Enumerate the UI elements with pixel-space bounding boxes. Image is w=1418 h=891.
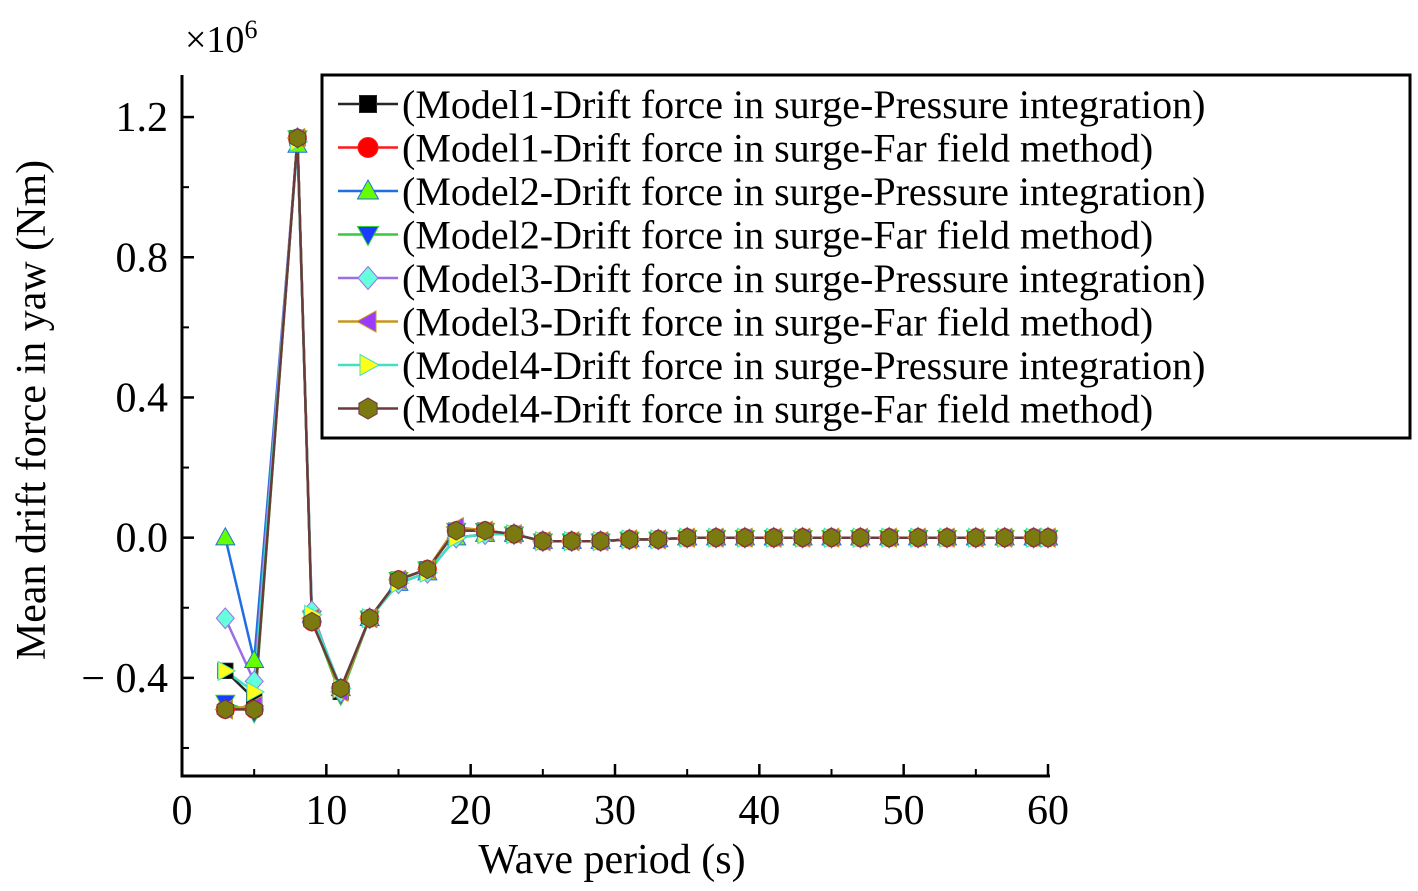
legend-marker-1 xyxy=(359,95,377,113)
y-tick-label: 0.0 xyxy=(116,516,169,562)
legend-label-2: (Model1-Drift force in surge-Far field m… xyxy=(402,126,1153,171)
x-tick-label: 30 xyxy=(594,788,636,834)
data-point-series-8 xyxy=(793,527,812,548)
legend-label-1: (Model1-Drift force in surge-Pressure in… xyxy=(402,82,1205,127)
data-point-series-5 xyxy=(215,607,235,630)
series-markers xyxy=(214,126,1059,724)
legend: (Model1-Drift force in surge-Pressure in… xyxy=(320,73,1412,440)
data-point-series-7 xyxy=(246,681,266,703)
legend-label-3: (Model2-Drift force in surge-Pressure in… xyxy=(402,169,1205,214)
ticks: 0 10 20 30 40 50 60 − 0.4 0.0 0.4 0.8 1.2 xyxy=(81,95,1069,834)
data-point-series-8 xyxy=(534,531,552,552)
data-point-series-8 xyxy=(822,527,841,548)
legend-box xyxy=(320,73,1412,440)
x-tick-label: 50 xyxy=(883,788,925,834)
data-point-series-8 xyxy=(707,527,725,548)
legend-label-8: (Model4-Drift force in surge-Far field m… xyxy=(402,387,1153,432)
x-tick-label: 40 xyxy=(738,788,780,834)
legend-label-5: (Model3-Drift force in surge-Pressure in… xyxy=(402,256,1205,301)
data-point-series-8 xyxy=(678,527,696,548)
y-tick-label: 0.4 xyxy=(116,375,169,421)
x-tick-label: 20 xyxy=(450,788,492,834)
data-point-series-8 xyxy=(389,569,408,590)
legend-marker-8 xyxy=(358,397,378,420)
data-point-series-8 xyxy=(505,524,523,545)
data-point-series-8 xyxy=(332,678,350,699)
x-axis-label: Wave period (s) xyxy=(478,837,745,883)
data-point-series-8 xyxy=(288,128,307,149)
y-tick-label: 1.2 xyxy=(116,95,169,141)
data-point-series-8 xyxy=(216,699,234,720)
x-tick-label: 0 xyxy=(172,788,193,834)
data-point-series-8 xyxy=(736,527,754,548)
legend-label-7: (Model4-Drift force in surge-Pressure in… xyxy=(402,343,1205,388)
data-point-series-8 xyxy=(967,527,985,548)
x-tick-label: 60 xyxy=(1027,788,1069,834)
legend-marker-7 xyxy=(359,353,381,377)
data-point-series-8 xyxy=(765,527,783,548)
legend-label-6: (Model3-Drift force in surge-Far field m… xyxy=(402,300,1153,345)
data-point-series-8 xyxy=(447,520,465,541)
legend-marker-4 xyxy=(356,226,380,247)
legend-marker-3 xyxy=(356,178,380,200)
y-tick-label: 0.8 xyxy=(116,235,169,281)
data-point-series-8 xyxy=(996,527,1014,548)
data-point-series-8 xyxy=(303,611,321,632)
y-axis-label: Mean drift force in yaw (Nm) xyxy=(9,160,55,660)
y-tick-label: − 0.4 xyxy=(81,656,168,702)
data-point-series-8 xyxy=(245,699,263,720)
data-point-series-8 xyxy=(938,527,956,548)
data-point-series-8 xyxy=(476,520,494,541)
x-tick-label: 10 xyxy=(305,788,347,834)
data-point-series-8 xyxy=(649,529,667,550)
data-point-series-8 xyxy=(563,531,581,552)
data-point-series-8 xyxy=(1039,527,1057,548)
legend-marker-5 xyxy=(357,265,379,291)
data-point-series-8 xyxy=(418,559,437,580)
data-point-series-8 xyxy=(620,529,639,550)
data-point-series-3 xyxy=(243,649,265,668)
legend-marker-6 xyxy=(355,310,377,333)
data-point-series-8 xyxy=(880,527,898,548)
data-point-series-7 xyxy=(217,660,237,682)
legend-marker-2 xyxy=(357,137,379,158)
legend-label-4: (Model2-Drift force in surge-Far field m… xyxy=(402,213,1153,258)
series-lines xyxy=(224,138,1048,715)
data-point-series-8 xyxy=(909,527,927,548)
data-point-series-8 xyxy=(360,608,379,629)
data-point-series-3 xyxy=(215,526,236,546)
data-point-series-8 xyxy=(591,531,610,552)
data-point-series-8 xyxy=(851,527,870,548)
y-multiplier-label: ×106 xyxy=(185,15,257,61)
